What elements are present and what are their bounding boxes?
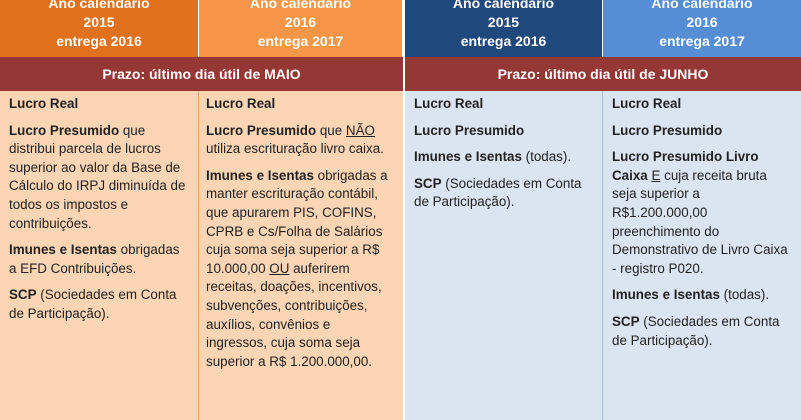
- column-divider: [602, 91, 603, 420]
- item-title: Imunes e Isentas: [206, 167, 314, 183]
- item-title: Imunes e Isentas: [9, 242, 117, 258]
- header-year-label: Ano calendário: [452, 0, 555, 11]
- item-imunes-isentas: Imunes e Isentas (todas).: [612, 286, 793, 305]
- group-divider: [403, 91, 405, 420]
- item-scp: SCP (Sociedades em Conta de Participação…: [9, 286, 190, 323]
- column-2015-junho: Lucro Real Lucro Presumido Imunes e Isen…: [405, 91, 602, 420]
- header-2016-entrega-2017-junho: Ano calendário 2016 entrega 2017: [603, 0, 801, 57]
- header-year: 2015: [487, 14, 520, 30]
- header-2015-entrega-2016-junho: Ano calendário 2015 entrega 2016: [405, 0, 602, 57]
- item-lucro-presumido: Lucro Presumido: [612, 122, 793, 141]
- item-lucro-presumido: Lucro Presumido que NÃO utiliza escritur…: [206, 122, 395, 159]
- header-delivery: entrega 2017: [257, 33, 344, 49]
- item-text: (todas).: [521, 149, 572, 165]
- header-year: 2015: [83, 14, 115, 30]
- emphasis-nao: NÃO: [345, 122, 375, 138]
- item-title: Lucro Presumido: [9, 122, 120, 138]
- item-title: SCP: [612, 313, 640, 329]
- item-text: cuja receita bruta seja superior a R$1.2…: [612, 167, 788, 276]
- header-year: 2016: [686, 14, 718, 30]
- column-2016-junho: Lucro Real Lucro Presumido Lucro Presumi…: [603, 91, 801, 420]
- item-text: obrigadas a EFD Contribuições.: [9, 242, 180, 276]
- item-title: Lucro Presumido Livro Caixa: [612, 149, 759, 183]
- header-year-label: Ano calendário: [249, 0, 352, 11]
- item-text: (todas).: [719, 287, 770, 303]
- item-imunes-isentas: Imunes e Isentas (todas).: [414, 148, 594, 167]
- item-imunes-isentas: Imunes e Isentas obrigadas a EFD Contrib…: [9, 241, 190, 278]
- prazo-junho: Prazo: último dia útil de JUNHO: [405, 57, 801, 91]
- item-lucro-presumido-livro-caixa: Lucro Presumido Livro Caixa E cuja recei…: [612, 148, 793, 278]
- item-lucro-presumido: Lucro Presumido: [414, 122, 594, 141]
- item-lucro-real: Lucro Real: [9, 95, 190, 114]
- emphasis-e: E: [651, 167, 661, 183]
- item-text: que: [316, 122, 346, 138]
- item-title: Lucro Real: [206, 96, 276, 111]
- item-text: que distribui parcela de lucros superior…: [9, 122, 186, 231]
- item-title: Lucro Presumido: [206, 122, 317, 138]
- prazo-maio: Prazo: último dia útil de MAIO: [0, 57, 403, 91]
- item-lucro-real: Lucro Real: [206, 95, 395, 114]
- item-title: SCP: [9, 287, 37, 303]
- item-scp: SCP (Sociedades em Conta de Participação…: [612, 313, 793, 350]
- item-text: obrigadas a manter escrituração contábil…: [206, 167, 388, 276]
- header-2016-entrega-2017-maio: Ano calendário 2016 entrega 2017: [199, 0, 402, 57]
- item-title: Imunes e Isentas: [612, 287, 720, 303]
- item-title: Lucro Presumido: [612, 122, 723, 138]
- item-title: Imunes e Isentas: [414, 149, 522, 165]
- item-lucro-presumido: Lucro Presumido que distribui parcela de…: [9, 122, 190, 234]
- item-title: Lucro Real: [414, 96, 484, 111]
- item-text: utiliza escrituração livro caixa.: [206, 141, 384, 157]
- item-title: Lucro Real: [612, 96, 682, 111]
- item-text: (Sociedades em Conta de Participação).: [612, 313, 780, 348]
- header-year: 2016: [284, 14, 317, 30]
- item-lucro-real: Lucro Real: [414, 95, 594, 114]
- header-delivery: entrega 2016: [460, 33, 547, 49]
- item-lucro-real: Lucro Real: [612, 95, 793, 114]
- column-2015-maio: Lucro Real Lucro Presumido que distribui…: [0, 91, 198, 420]
- column-divider: [198, 91, 199, 420]
- item-scp: SCP (Sociedades em Conta de Participação…: [414, 175, 594, 212]
- emphasis-ou: OU: [269, 260, 290, 276]
- group-separator: [403, 0, 405, 91]
- item-text: (Sociedades em Conta de Participação).: [9, 287, 177, 321]
- item-title: Lucro Real: [9, 96, 79, 111]
- header-delivery: entrega 2016: [56, 33, 142, 49]
- header-2015-entrega-2016-maio: Ano calendário 2015 entrega 2016: [0, 0, 198, 57]
- header-year-label: Ano calendário: [48, 0, 150, 11]
- item-imunes-isentas: Imunes e Isentas obrigadas a manter escr…: [206, 167, 395, 372]
- item-text: auferirem receitas, doações, incentivos,…: [206, 260, 382, 369]
- header-delivery: entrega 2017: [659, 33, 745, 49]
- header-year-label: Ano calendário: [651, 0, 753, 11]
- item-title: Lucro Presumido: [414, 122, 525, 138]
- column-2016-maio: Lucro Real Lucro Presumido que NÃO utili…: [199, 91, 403, 420]
- item-title: SCP: [414, 175, 442, 191]
- item-text: (Sociedades em Conta de Participação).: [414, 175, 582, 210]
